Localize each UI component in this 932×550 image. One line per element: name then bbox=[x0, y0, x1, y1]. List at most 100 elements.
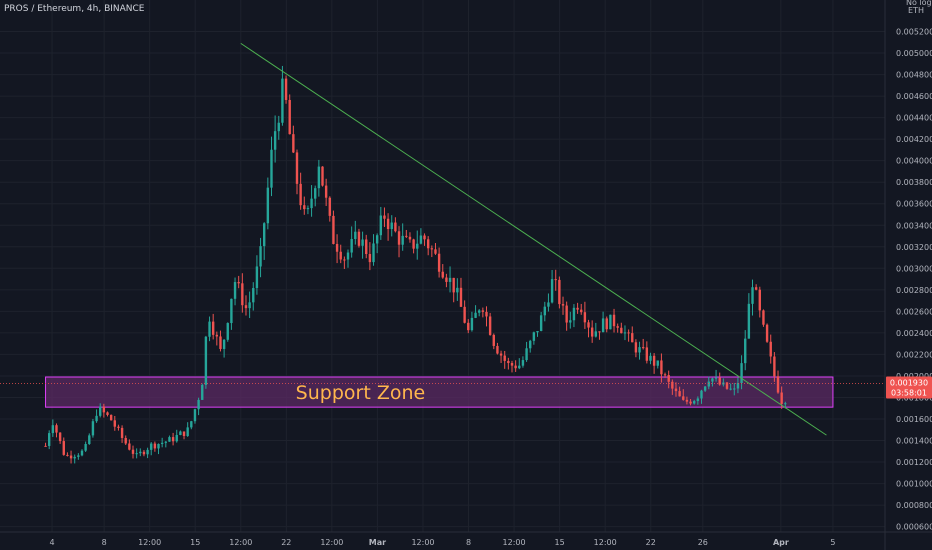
candle[interactable] bbox=[324, 178, 328, 206]
candle[interactable] bbox=[284, 75, 288, 104]
candle[interactable] bbox=[186, 422, 189, 437]
candle[interactable] bbox=[714, 369, 718, 382]
candle[interactable] bbox=[419, 228, 423, 245]
candle[interactable] bbox=[368, 242, 372, 271]
candle[interactable] bbox=[288, 94, 291, 135]
candle[interactable] bbox=[150, 442, 153, 456]
candle[interactable] bbox=[572, 304, 576, 328]
candle[interactable] bbox=[674, 382, 678, 397]
candle[interactable] bbox=[299, 172, 302, 210]
candle[interactable] bbox=[503, 350, 506, 369]
candle[interactable] bbox=[583, 301, 587, 329]
candle[interactable] bbox=[754, 284, 758, 291]
candle[interactable] bbox=[164, 440, 168, 448]
candle[interactable] bbox=[645, 341, 649, 364]
candle[interactable] bbox=[226, 322, 229, 342]
candle[interactable] bbox=[357, 228, 361, 248]
candle[interactable] bbox=[612, 308, 616, 333]
candle[interactable] bbox=[51, 419, 55, 437]
candle[interactable] bbox=[168, 435, 171, 442]
candle[interactable] bbox=[594, 322, 598, 338]
candle[interactable] bbox=[441, 264, 444, 279]
candle[interactable] bbox=[44, 442, 47, 447]
candle[interactable] bbox=[292, 125, 295, 154]
candle[interactable] bbox=[109, 414, 113, 421]
candle[interactable] bbox=[346, 249, 350, 268]
candle[interactable] bbox=[120, 425, 124, 443]
candle[interactable] bbox=[208, 316, 211, 342]
candle[interactable] bbox=[539, 311, 543, 332]
candle[interactable] bbox=[412, 238, 415, 254]
candle[interactable] bbox=[179, 430, 182, 436]
candle[interactable] bbox=[641, 338, 645, 350]
candle[interactable] bbox=[157, 443, 160, 455]
candle[interactable] bbox=[696, 396, 700, 405]
candle[interactable] bbox=[576, 302, 579, 314]
candle[interactable] bbox=[718, 372, 721, 386]
candle[interactable] bbox=[620, 322, 623, 334]
candle[interactable] bbox=[445, 273, 448, 288]
candle[interactable] bbox=[113, 415, 116, 431]
candle[interactable] bbox=[518, 358, 521, 370]
candle[interactable] bbox=[99, 403, 102, 418]
candle[interactable] bbox=[142, 450, 146, 457]
candle[interactable] bbox=[303, 196, 306, 215]
candle[interactable] bbox=[521, 356, 525, 368]
candle[interactable] bbox=[499, 350, 503, 363]
trendline[interactable] bbox=[240, 42, 827, 436]
candle[interactable] bbox=[55, 423, 58, 438]
candle[interactable] bbox=[171, 432, 175, 446]
candle[interactable] bbox=[678, 386, 681, 397]
candle[interactable] bbox=[270, 136, 273, 197]
candle[interactable] bbox=[273, 115, 277, 163]
candle[interactable] bbox=[605, 316, 608, 333]
candle[interactable] bbox=[459, 277, 463, 308]
candle[interactable] bbox=[478, 309, 481, 317]
candle[interactable] bbox=[496, 342, 499, 355]
candle[interactable] bbox=[744, 330, 747, 371]
candle[interactable] bbox=[350, 226, 353, 258]
candle[interactable] bbox=[631, 326, 634, 343]
candle[interactable] bbox=[623, 325, 627, 341]
candle[interactable] bbox=[609, 314, 612, 330]
candle[interactable] bbox=[62, 437, 65, 456]
candle[interactable] bbox=[375, 233, 379, 254]
candle[interactable] bbox=[423, 233, 426, 246]
candle[interactable] bbox=[244, 295, 248, 316]
candle[interactable] bbox=[689, 399, 692, 406]
candle[interactable] bbox=[365, 234, 368, 259]
candle[interactable] bbox=[354, 220, 357, 245]
candle[interactable] bbox=[525, 341, 528, 362]
candle[interactable] bbox=[580, 303, 583, 315]
candle[interactable] bbox=[335, 234, 339, 264]
candle[interactable] bbox=[452, 277, 455, 303]
candle[interactable] bbox=[660, 353, 663, 383]
candle[interactable] bbox=[448, 266, 452, 293]
candle[interactable] bbox=[153, 441, 157, 452]
candle[interactable] bbox=[339, 244, 342, 264]
candle[interactable] bbox=[241, 273, 244, 313]
candle[interactable] bbox=[139, 448, 142, 457]
candle[interactable] bbox=[408, 232, 412, 243]
candle[interactable] bbox=[634, 339, 638, 358]
candle[interactable] bbox=[569, 311, 572, 329]
candle[interactable] bbox=[507, 357, 510, 370]
candle[interactable] bbox=[485, 306, 488, 327]
candle[interactable] bbox=[426, 236, 430, 256]
candle[interactable] bbox=[128, 439, 131, 451]
candle[interactable] bbox=[252, 282, 255, 311]
candle[interactable] bbox=[295, 149, 299, 195]
candle[interactable] bbox=[456, 278, 459, 301]
candle[interactable] bbox=[222, 339, 226, 358]
candle[interactable] bbox=[197, 397, 200, 416]
candle[interactable] bbox=[671, 379, 674, 395]
candle[interactable] bbox=[729, 383, 732, 391]
candle[interactable] bbox=[700, 389, 703, 404]
candle[interactable] bbox=[201, 383, 204, 400]
candle[interactable] bbox=[529, 339, 532, 353]
candle[interactable] bbox=[233, 277, 237, 306]
candle[interactable] bbox=[532, 331, 536, 345]
candle[interactable] bbox=[193, 408, 197, 424]
